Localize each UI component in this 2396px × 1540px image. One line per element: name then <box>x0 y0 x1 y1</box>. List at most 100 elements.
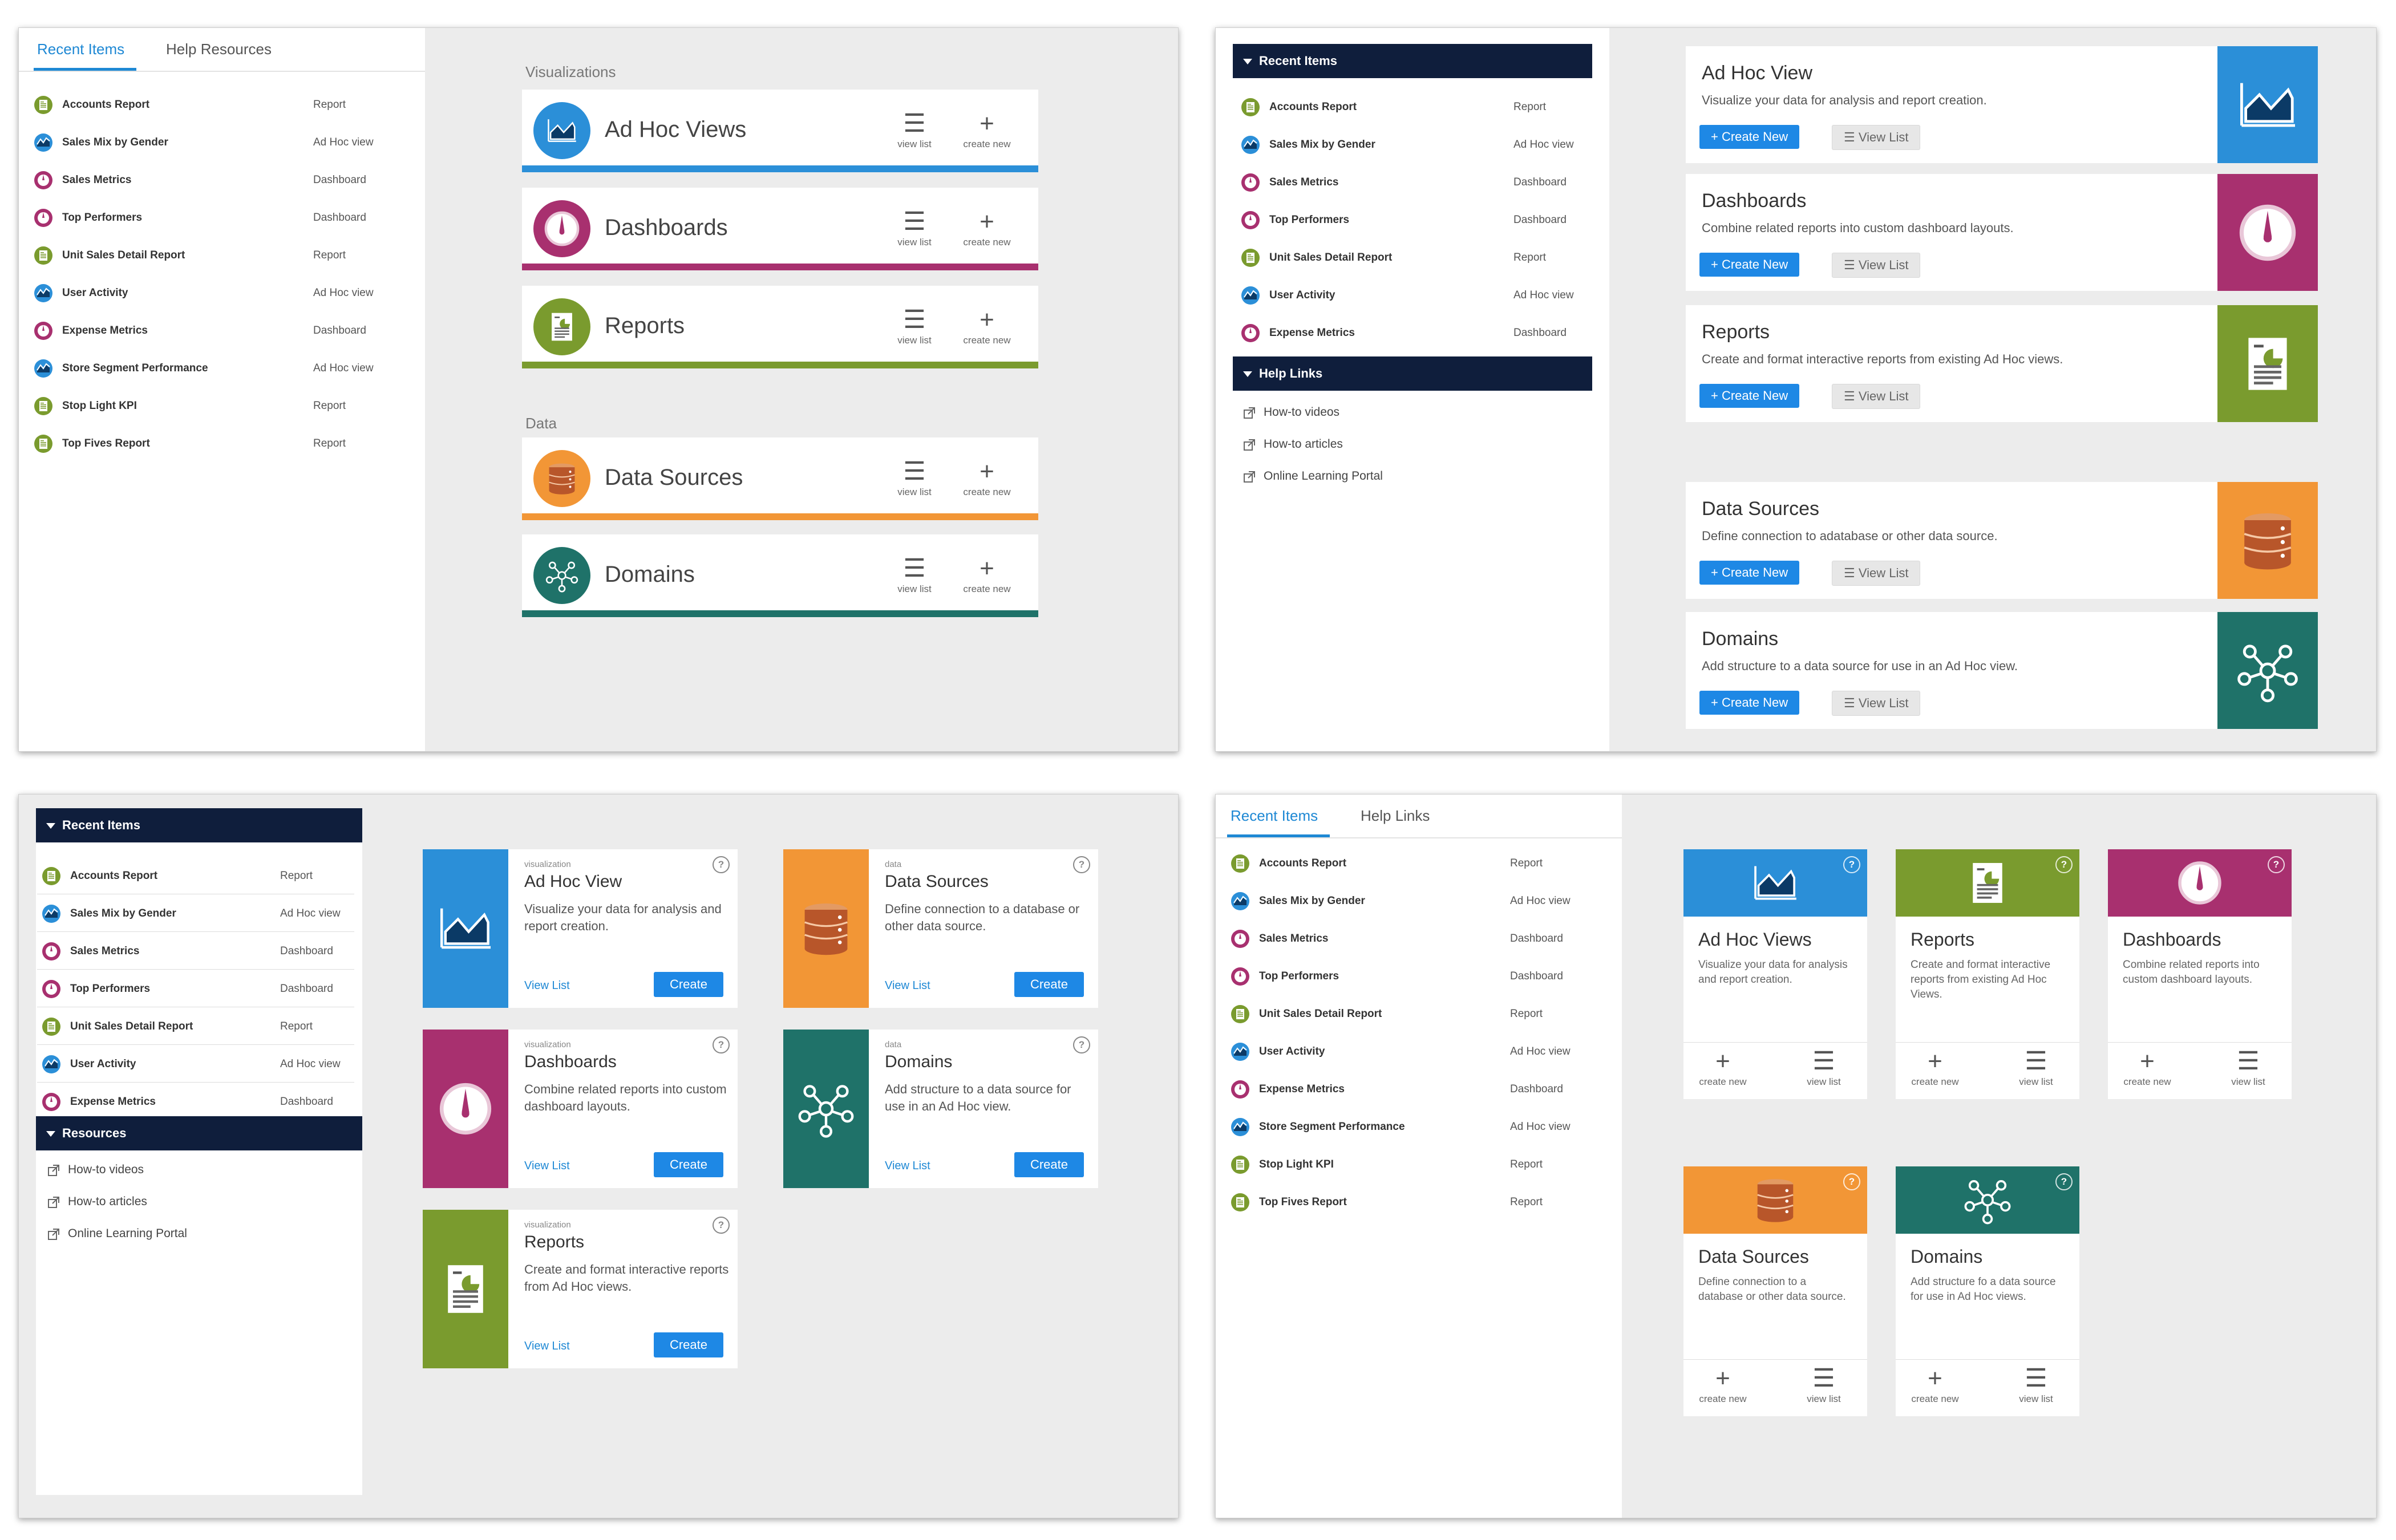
view-list-button[interactable]: ☰ view list <box>2008 1049 2065 1088</box>
create-new-button[interactable]: + Create New <box>1699 691 1800 715</box>
tab-help-resources[interactable]: Help Resources <box>166 40 272 58</box>
help-link[interactable]: How-to videos <box>47 1163 276 1180</box>
view-list-button[interactable]: ☰ View List <box>1832 561 1921 586</box>
create-new-button[interactable]: + create new <box>956 459 1018 498</box>
view-list-button[interactable]: ☰ view list <box>892 556 937 595</box>
list-item[interactable]: Sales Mix by Gender Ad Hoc view <box>42 896 350 934</box>
list-item[interactable]: Stop Light KPI Report <box>34 388 399 426</box>
create-new-button[interactable]: + Create New <box>1699 384 1800 408</box>
view-list-button[interactable]: ☰ view list <box>892 209 937 248</box>
list-item[interactable]: Accounts Report Report <box>34 87 399 125</box>
dashboard-icon <box>423 1030 508 1188</box>
list-item[interactable]: User Activity Ad Hoc view <box>42 1047 350 1084</box>
create-button[interactable]: Create <box>1014 1152 1084 1177</box>
list-item[interactable]: Store Segment Performance Ad Hoc view <box>34 351 399 388</box>
view-list-button[interactable]: ☰ view list <box>2220 1049 2277 1088</box>
help-link[interactable]: How-to articles <box>47 1195 276 1212</box>
list-item[interactable]: Sales Metrics Dashboard <box>34 163 399 200</box>
list-item[interactable]: Top Performers Dashboard <box>1231 959 1596 996</box>
create-button[interactable]: Create <box>653 1152 723 1177</box>
view-list-button[interactable]: ☰ View List <box>1832 691 1921 716</box>
view-list-button[interactable]: ☰ View List <box>1832 125 1921 150</box>
help-icon[interactable]: ? <box>1073 856 1090 873</box>
view-list-link[interactable]: View List <box>885 1160 930 1172</box>
help-icon[interactable]: ? <box>1073 1036 1090 1053</box>
resources-header[interactable]: Resources <box>36 1116 362 1150</box>
list-item[interactable]: User Activity Ad Hoc view <box>1231 1034 1596 1072</box>
create-new-button[interactable]: + create new <box>1691 1366 1754 1405</box>
help-icon[interactable]: ? <box>713 1217 730 1234</box>
create-button[interactable]: Create <box>653 1332 723 1357</box>
view-list-button[interactable]: ☰ View List <box>1832 384 1921 409</box>
list-item[interactable]: Accounts Report Report <box>1231 846 1596 884</box>
help-link[interactable]: How-to videos <box>1243 406 1471 423</box>
create-new-button[interactable]: + Create New <box>1699 125 1800 149</box>
create-new-button[interactable]: + Create New <box>1699 561 1800 585</box>
list-item[interactable]: Top Fives Report Report <box>1231 1185 1596 1222</box>
create-new-button[interactable]: + create new <box>1904 1366 1966 1405</box>
view-list-button[interactable]: ☰ view list <box>2008 1366 2065 1405</box>
help-icon[interactable]: ? <box>2055 1173 2073 1190</box>
create-new-button[interactable]: + Create New <box>1699 253 1800 277</box>
help-link[interactable]: How-to articles <box>1243 437 1471 455</box>
list-item[interactable]: Store Segment Performance Ad Hoc view <box>1231 1109 1596 1147</box>
create-new-button[interactable]: + create new <box>1691 1049 1754 1088</box>
create-button[interactable]: Create <box>653 972 723 997</box>
list-item[interactable]: Top Performers Dashboard <box>42 971 350 1009</box>
list-item[interactable]: User Activity Ad Hoc view <box>34 275 399 313</box>
create-new-button[interactable]: + create new <box>956 307 1018 346</box>
view-list-link[interactable]: View List <box>524 1160 570 1172</box>
list-item[interactable]: Top Fives Report Report <box>34 426 399 464</box>
view-list-button[interactable]: ☰ view list <box>892 307 937 346</box>
view-list-link[interactable]: View List <box>524 979 570 992</box>
list-item[interactable]: Accounts Report Report <box>42 858 350 896</box>
list-item[interactable]: Top Performers Dashboard <box>34 200 399 238</box>
view-list-button[interactable]: ☰ view list <box>1795 1049 1852 1088</box>
create-new-button[interactable]: + create new <box>956 556 1018 595</box>
tab-recent-items[interactable]: Recent Items <box>1231 807 1318 824</box>
create-new-button[interactable]: + create new <box>1904 1049 1966 1088</box>
create-new-button[interactable]: + create new <box>2116 1049 2179 1088</box>
list-item[interactable]: Sales Mix by Gender Ad Hoc view <box>1231 884 1596 921</box>
recent-items-header[interactable]: Recent Items <box>36 808 362 842</box>
help-icon[interactable]: ? <box>1843 856 1860 873</box>
view-list-button[interactable]: ☰ view list <box>892 459 937 498</box>
help-link[interactable]: Online Learning Portal <box>47 1227 276 1244</box>
create-new-button[interactable]: + create new <box>956 111 1018 150</box>
list-item[interactable]: User Activity Ad Hoc view <box>1241 278 1594 315</box>
list-item[interactable]: Expense Metrics Dashboard <box>42 1084 350 1122</box>
item-name: Accounts Report <box>70 870 158 882</box>
recent-items-header[interactable]: Recent Items <box>1233 44 1592 78</box>
view-list-link[interactable]: View List <box>885 979 930 992</box>
list-item[interactable]: Accounts Report Report <box>1241 90 1594 127</box>
help-icon[interactable]: ? <box>1843 1173 1860 1190</box>
help-icon[interactable]: ? <box>713 1036 730 1053</box>
list-item[interactable]: Expense Metrics Dashboard <box>34 313 399 351</box>
create-button[interactable]: Create <box>1014 972 1084 997</box>
help-icon[interactable]: ? <box>713 856 730 873</box>
list-item[interactable]: Unit Sales Detail Report Report <box>1241 240 1594 278</box>
view-list-link[interactable]: View List <box>524 1340 570 1352</box>
tab-help-links[interactable]: Help Links <box>1361 807 1430 824</box>
help-icon[interactable]: ? <box>2268 856 2285 873</box>
list-item[interactable]: Top Performers Dashboard <box>1241 202 1594 240</box>
tab-recent-items[interactable]: Recent Items <box>37 40 125 58</box>
create-new-button[interactable]: + create new <box>956 209 1018 248</box>
list-item[interactable]: Unit Sales Detail Report Report <box>42 1009 350 1047</box>
list-item[interactable]: Unit Sales Detail Report Report <box>1231 996 1596 1034</box>
view-list-button[interactable]: ☰ view list <box>892 111 937 150</box>
list-item[interactable]: Sales Metrics Dashboard <box>1241 165 1594 202</box>
list-item[interactable]: Expense Metrics Dashboard <box>1241 315 1594 353</box>
list-item[interactable]: Sales Metrics Dashboard <box>42 934 350 971</box>
list-item[interactable]: Sales Metrics Dashboard <box>1231 921 1596 959</box>
help-links-header[interactable]: Help Links <box>1233 356 1592 391</box>
list-item[interactable]: Stop Light KPI Report <box>1231 1147 1596 1185</box>
view-list-button[interactable]: ☰ View List <box>1832 253 1921 278</box>
list-item[interactable]: Unit Sales Detail Report Report <box>34 238 399 275</box>
help-link[interactable]: Online Learning Portal <box>1243 469 1471 487</box>
help-icon[interactable]: ? <box>2055 856 2073 873</box>
list-item[interactable]: Sales Mix by Gender Ad Hoc view <box>1241 127 1594 165</box>
view-list-button[interactable]: ☰ view list <box>1795 1366 1852 1405</box>
list-item[interactable]: Sales Mix by Gender Ad Hoc view <box>34 125 399 163</box>
list-item[interactable]: Expense Metrics Dashboard <box>1231 1072 1596 1109</box>
